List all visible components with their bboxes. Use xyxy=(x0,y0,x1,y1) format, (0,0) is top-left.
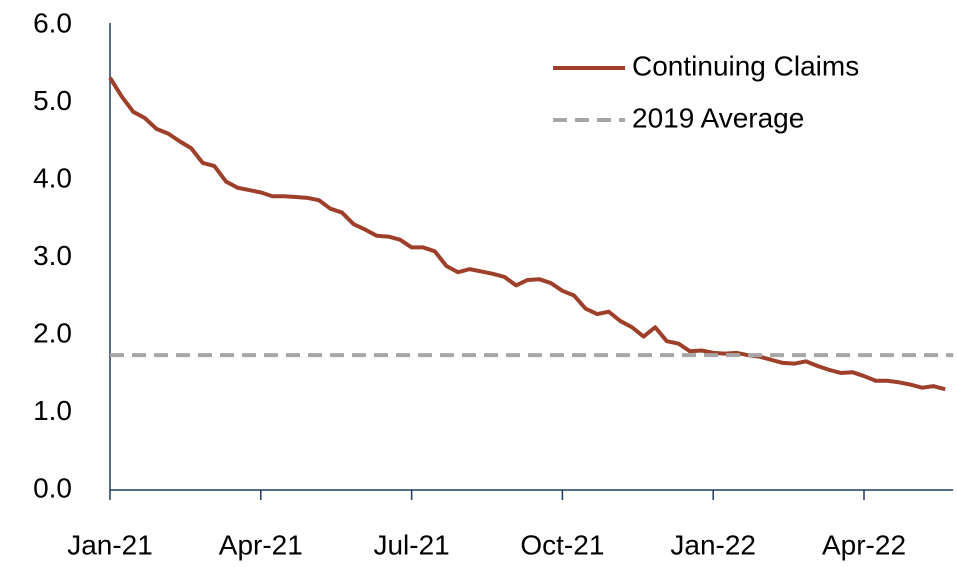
x-tick-label: Jan-22 xyxy=(670,529,756,560)
y-tick-label: 5.0 xyxy=(33,85,72,116)
y-tick-label: 3.0 xyxy=(33,240,72,271)
x-tick-label: Jul-21 xyxy=(373,529,449,560)
data-line xyxy=(108,76,946,392)
x-tick-label: Jan-21 xyxy=(67,529,153,560)
x-tick-label: Apr-22 xyxy=(822,529,906,560)
y-tick-label: 4.0 xyxy=(33,162,72,193)
legend-label: 2019 Average xyxy=(632,102,804,133)
y-tick-label: 2.0 xyxy=(33,317,72,348)
y-tick-label: 0.0 xyxy=(33,472,72,503)
x-tick-label: Apr-21 xyxy=(219,529,303,560)
y-tick-label: 6.0 xyxy=(33,7,72,38)
legend-label: Continuing Claims xyxy=(632,50,859,81)
x-tick-label: Oct-21 xyxy=(520,529,604,560)
y-tick-label: 1.0 xyxy=(33,395,72,426)
